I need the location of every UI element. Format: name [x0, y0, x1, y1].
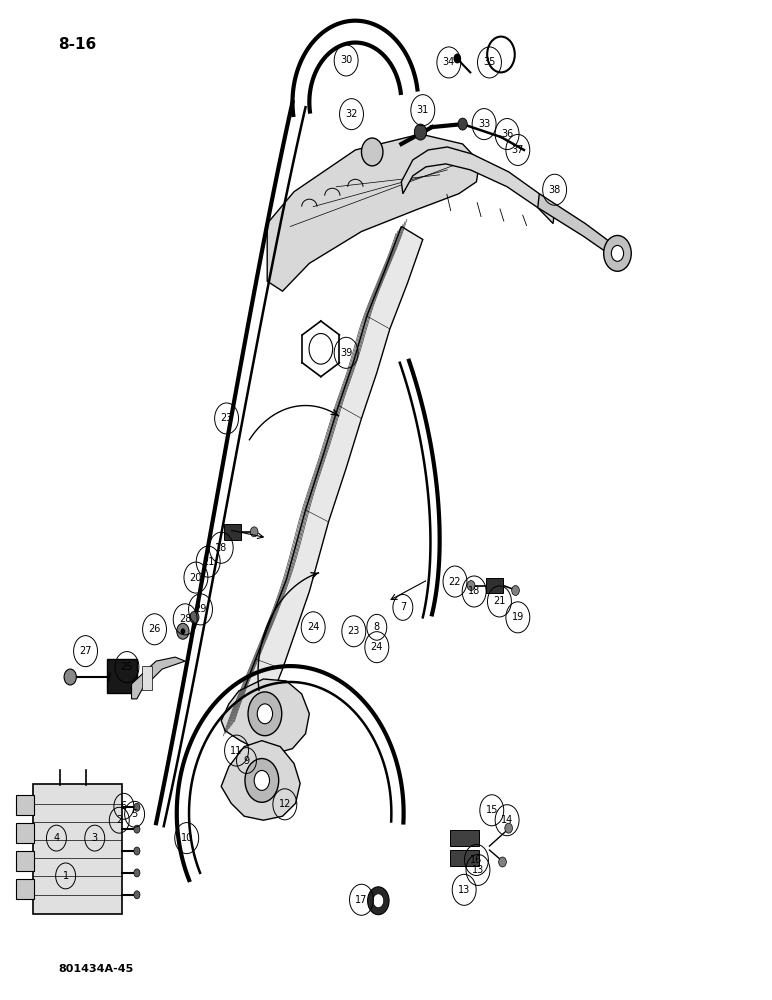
- Text: 21: 21: [493, 596, 506, 606]
- Text: 24: 24: [371, 642, 383, 652]
- FancyBboxPatch shape: [15, 851, 34, 871]
- Text: 32: 32: [345, 109, 357, 119]
- FancyBboxPatch shape: [449, 830, 479, 846]
- Text: 26: 26: [148, 624, 161, 634]
- Text: 801434A-45: 801434A-45: [58, 964, 134, 974]
- Polygon shape: [486, 578, 503, 593]
- Circle shape: [373, 894, 384, 908]
- Text: 12: 12: [279, 799, 291, 809]
- Circle shape: [250, 527, 258, 537]
- Polygon shape: [267, 134, 479, 291]
- Text: 2: 2: [116, 815, 123, 825]
- Text: 16: 16: [470, 855, 482, 865]
- Text: 30: 30: [340, 55, 352, 65]
- Circle shape: [181, 628, 185, 634]
- FancyBboxPatch shape: [141, 666, 152, 690]
- Circle shape: [367, 887, 389, 915]
- Text: 33: 33: [478, 119, 490, 129]
- FancyBboxPatch shape: [15, 795, 34, 815]
- Text: 3: 3: [92, 833, 98, 843]
- Text: 13: 13: [472, 865, 484, 875]
- Text: 9: 9: [243, 756, 249, 766]
- Circle shape: [415, 124, 427, 140]
- Text: 13: 13: [458, 885, 470, 895]
- Text: 24: 24: [307, 622, 320, 632]
- Circle shape: [453, 53, 461, 63]
- Text: 20: 20: [190, 573, 202, 583]
- Polygon shape: [229, 227, 423, 737]
- Text: 22: 22: [449, 577, 461, 587]
- Circle shape: [512, 586, 520, 595]
- Polygon shape: [401, 147, 554, 224]
- Circle shape: [458, 118, 467, 130]
- FancyBboxPatch shape: [107, 659, 137, 693]
- Text: 31: 31: [417, 105, 429, 115]
- Circle shape: [257, 704, 273, 724]
- Text: 11: 11: [230, 746, 242, 756]
- Text: 39: 39: [340, 348, 352, 358]
- Polygon shape: [538, 194, 616, 259]
- Text: 23: 23: [347, 626, 360, 636]
- Text: 34: 34: [442, 57, 455, 67]
- Text: 25: 25: [120, 662, 134, 672]
- Circle shape: [177, 623, 189, 639]
- Text: 1: 1: [63, 871, 69, 881]
- Text: 8-16: 8-16: [58, 37, 96, 52]
- Text: 38: 38: [548, 185, 560, 195]
- Text: 15: 15: [486, 805, 498, 815]
- Text: 35: 35: [483, 57, 496, 67]
- Circle shape: [134, 847, 140, 855]
- Circle shape: [467, 581, 475, 590]
- Text: 37: 37: [512, 145, 524, 155]
- Text: 4: 4: [53, 833, 59, 843]
- Text: 6: 6: [120, 801, 127, 811]
- Text: 14: 14: [501, 815, 513, 825]
- Text: 5: 5: [131, 809, 137, 819]
- Circle shape: [134, 869, 140, 877]
- Circle shape: [611, 245, 624, 261]
- FancyBboxPatch shape: [449, 850, 479, 866]
- Circle shape: [309, 334, 333, 364]
- Text: 28: 28: [179, 614, 191, 624]
- Circle shape: [134, 825, 140, 833]
- Text: 10: 10: [181, 833, 193, 843]
- Text: 36: 36: [501, 129, 513, 139]
- Text: 19: 19: [512, 612, 524, 622]
- Circle shape: [248, 692, 282, 736]
- Circle shape: [134, 803, 140, 811]
- Text: 18: 18: [468, 586, 480, 596]
- Polygon shape: [131, 657, 185, 699]
- Circle shape: [64, 669, 76, 685]
- Circle shape: [505, 823, 513, 833]
- Text: 29: 29: [195, 604, 207, 614]
- Polygon shape: [224, 524, 241, 540]
- Text: 7: 7: [400, 602, 406, 612]
- Text: 8: 8: [374, 622, 380, 632]
- Text: 21: 21: [202, 557, 215, 567]
- Polygon shape: [222, 741, 300, 820]
- Circle shape: [361, 138, 383, 166]
- Circle shape: [245, 759, 279, 802]
- Circle shape: [499, 857, 506, 867]
- FancyBboxPatch shape: [32, 784, 122, 914]
- Text: 17: 17: [355, 895, 367, 905]
- Polygon shape: [222, 679, 310, 754]
- Circle shape: [604, 235, 631, 271]
- Circle shape: [254, 770, 269, 790]
- Circle shape: [190, 611, 199, 623]
- Text: 27: 27: [80, 646, 92, 656]
- FancyBboxPatch shape: [15, 879, 34, 899]
- Text: 18: 18: [215, 543, 227, 553]
- Text: 23: 23: [220, 413, 233, 423]
- FancyBboxPatch shape: [15, 823, 34, 843]
- Circle shape: [134, 891, 140, 899]
